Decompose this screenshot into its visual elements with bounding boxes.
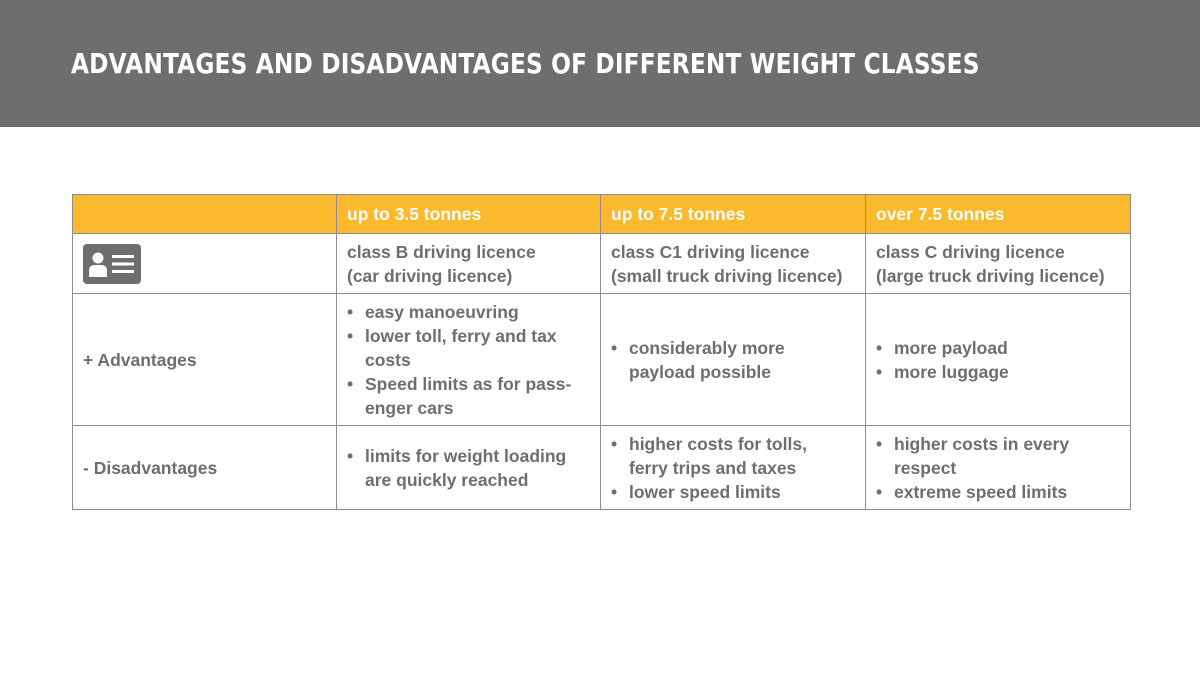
id-card-icon [83,243,141,284]
licence-name: class C driving licence [876,241,1065,262]
header-cell-over-7-5: over 7.5 tonnes [865,194,1131,234]
licence-row: class B driving licence (car driving lic… [72,233,1131,294]
disadvantages-row: - Disadvantages • limits for weight loadi… [72,425,1131,510]
bullet-list: • limits for weight loading are quickly re… [347,444,590,492]
licence-description: (large truck driving licence) [876,265,1105,286]
table-header-row: up to 3.5 tonnes up to 7.5 tonnes over 7… [72,194,1131,234]
bullet-list: • considerably more payload possible [611,336,855,384]
licence-cell-class-c: class C driving licence (large truck dri… [865,233,1131,294]
advantages-cell-over-7-5: • more payload • more luggage [865,293,1131,426]
list-item: • extreme speed limits [876,481,1068,502]
advantages-label: + Advantages [72,293,337,426]
page-title: ADVANTAGES AND DISADVANTAGES OF DIFFEREN… [71,47,980,80]
licence-icon-cell [72,233,337,294]
bullet-list: • higher costs in every respect • extreme s… [876,432,1120,504]
advantages-cell-up-to-3-5: • easy manoeuvring • lower toll, ferry and… [336,293,601,426]
header-cell-empty [72,194,337,234]
licence-cell-class-b: class B driving licence (car driving lic… [336,233,601,294]
advantages-row: + Advantages • easy manoeuvring • lower to… [72,293,1131,426]
licence-description: (small truck driving licence) [611,265,843,286]
bullet-list: • higher costs for tolls, ferry trips and … [611,432,855,504]
list-item: • limits for weight loading are quickly re… [347,445,567,490]
disadvantages-cell-over-7-5: • higher costs in every respect • extreme s… [865,425,1131,510]
list-item: • considerably more payload possible [611,337,785,382]
list-item: • lower speed limits [611,481,781,502]
disadvantages-label: - Disadvantages [72,425,337,510]
licence-name: class C1 driving licence [611,241,810,262]
list-item: • lower toll, ferry and tax costs [347,325,557,370]
list-item: • higher costs for tolls, ferry trips and … [611,433,807,478]
licence-name: class B driving licence [347,241,536,262]
disadvantages-cell-up-to-3-5: • limits for weight loading are quickly re… [336,425,601,510]
header-cell-up-to-3-5: up to 3.5 tonnes [336,194,601,234]
header-bar: ADVANTAGES AND DISADVANTAGES OF DIFFEREN… [0,0,1200,127]
advantages-cell-up-to-7-5: • considerably more payload possible [600,293,866,426]
list-item: • Speed limits as for pass-enger cars [347,373,572,418]
bullet-list: • easy manoeuvring • lower toll, ferry and… [347,300,590,420]
list-item: • easy manoeuvring [347,301,519,322]
licence-description: (car driving licence) [347,265,513,286]
disadvantages-cell-up-to-7-5: • higher costs for tolls, ferry trips and … [600,425,866,510]
header-cell-up-to-7-5: up to 7.5 tonnes [600,194,866,234]
bullet-list: • more payload • more luggage [876,336,1120,384]
list-item: • more payload [876,337,1008,358]
list-item: • more luggage [876,361,1009,382]
comparison-table: up to 3.5 tonnes up to 7.5 tonnes over 7… [72,194,1131,510]
licence-cell-class-c1: class C1 driving licence (small truck dr… [600,233,866,294]
list-item: • higher costs in every respect [876,433,1070,478]
